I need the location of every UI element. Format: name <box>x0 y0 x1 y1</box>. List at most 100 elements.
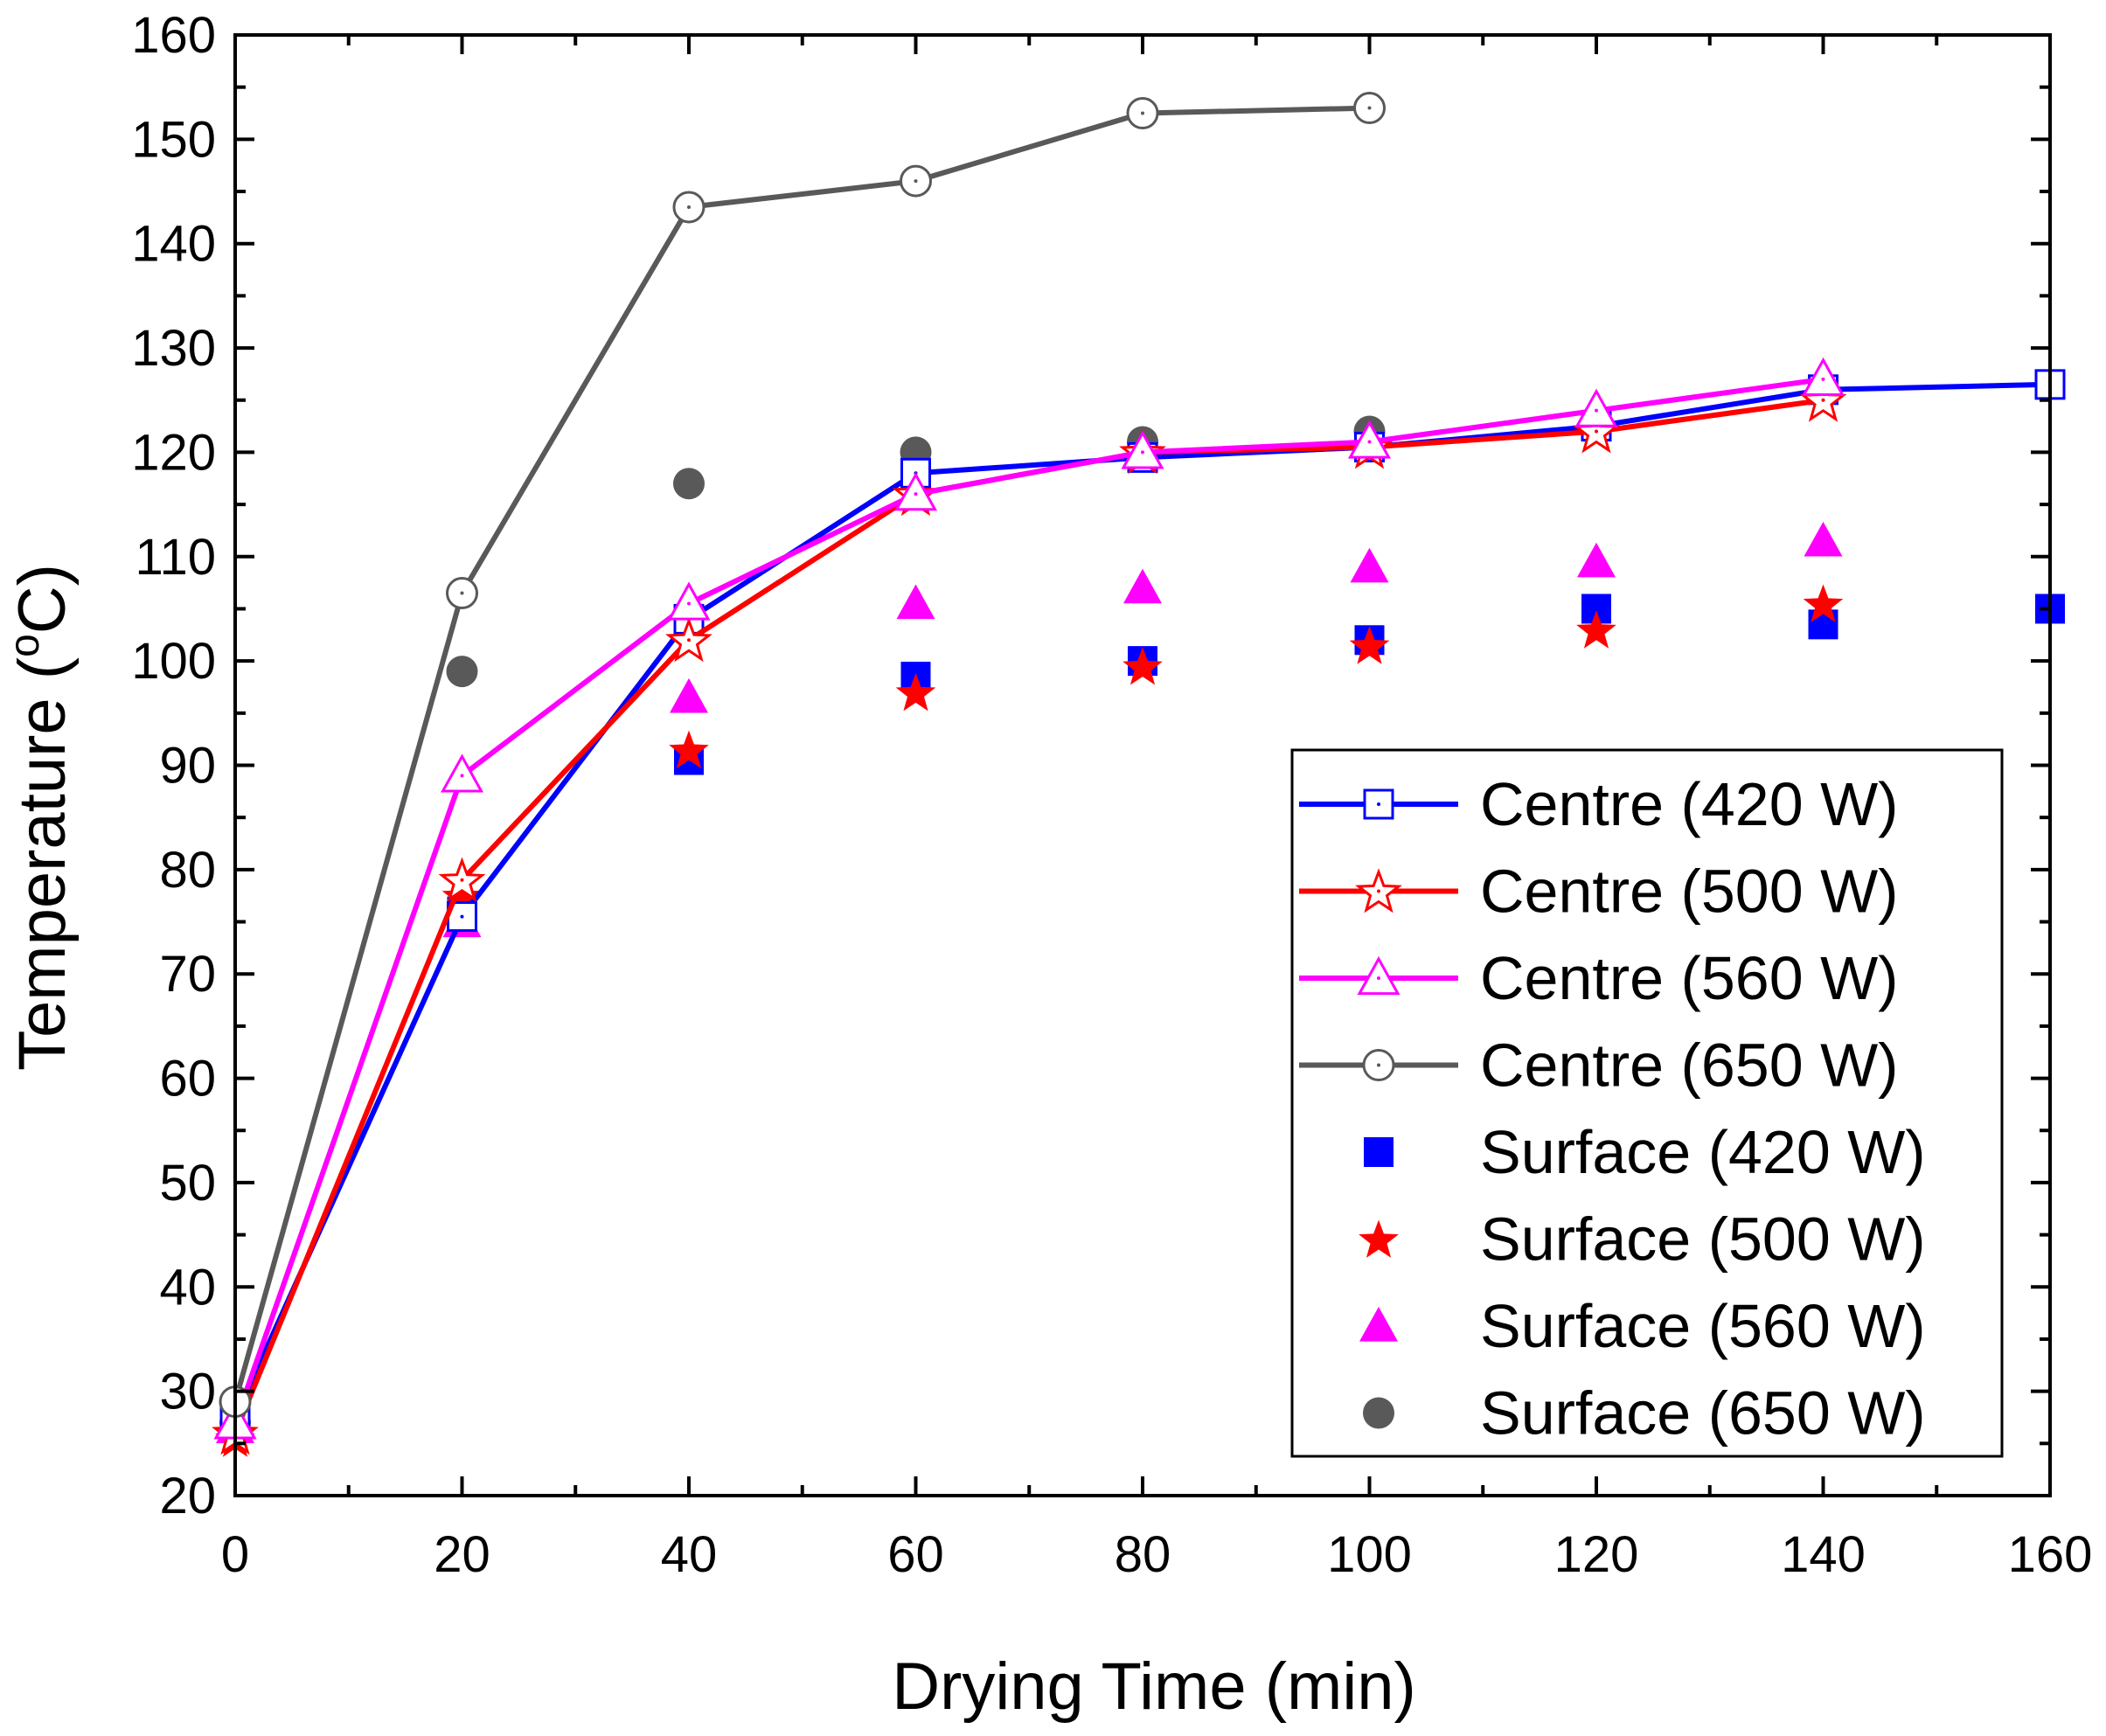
legend-item-centre-560-w: Centre (560 W) <box>1299 944 1898 1012</box>
legend-item-surface-420-w: Surface (420 W) <box>1364 1118 1926 1186</box>
y-axis-label-main: Temperature ( <box>5 657 80 1071</box>
legend-item-surface-500-w: Surface (500 W) <box>1359 1205 1926 1274</box>
y-axis-label: Temperature (oC) <box>2 564 80 1071</box>
legend-label: Surface (560 W) <box>1480 1292 1926 1360</box>
x-tick-label: 0 <box>221 1526 249 1583</box>
data-point-centre-500-w-center-dot <box>1821 398 1825 402</box>
legend-marker-center-dot <box>1377 889 1380 893</box>
axes: 0 20 40 60 80 100 120 140 1602030405060708090100… <box>131 7 2092 1583</box>
data-point-centre-560-w <box>440 753 484 793</box>
data-point-centre-650-w-center-dot <box>687 205 691 209</box>
y-tick-label: 140 <box>131 216 216 273</box>
data-point-centre-560-w <box>1801 357 1845 396</box>
data-point-surface-500-w <box>441 876 483 915</box>
y-tick-label: 110 <box>136 529 216 586</box>
legend-item-centre-650-w: Centre (650 W) <box>1299 1031 1898 1100</box>
data-point-centre-420-w-center-dot <box>460 914 464 919</box>
x-tick-label: 20 <box>434 1526 490 1583</box>
y-tick-label: 80 <box>159 842 216 899</box>
data-point-surface-560-w <box>1577 542 1616 578</box>
y-tick-label: 70 <box>159 946 216 1003</box>
data-point-centre-560-w <box>1574 388 1618 427</box>
legend-label: Centre (650 W) <box>1480 1031 1898 1100</box>
data-point-centre-500-w-center-dot <box>687 638 691 642</box>
data-point-surface-500-w <box>1349 626 1390 664</box>
legend-marker <box>1359 1219 1399 1258</box>
y-tick-label: 100 <box>131 633 216 690</box>
data-point-centre-560-w-center-dot <box>914 492 918 496</box>
legend-item-centre-500-w: Centre (500 W) <box>1299 858 1898 926</box>
legend-item-surface-560-w: Surface (560 W) <box>1359 1292 1926 1360</box>
data-point-surface-500-w <box>1123 647 1163 685</box>
series-centre-650-w <box>219 92 1386 1419</box>
data-point-centre-560-w <box>893 472 938 511</box>
series-line-centre-650-w <box>233 105 1370 1403</box>
y-tick-label: 30 <box>159 1364 216 1420</box>
series-line-centre-560-w <box>233 376 1824 1424</box>
y-axis-label-unit: C) <box>5 564 80 634</box>
x-tick-label: 160 <box>2008 1526 2093 1583</box>
legend-marker-center-dot <box>1377 1063 1380 1067</box>
legend-label: Surface (650 W) <box>1480 1379 1926 1448</box>
data-point-surface-500-w <box>895 672 936 712</box>
data-point-centre-500-w-center-dot <box>1595 429 1598 434</box>
x-tick-label: 120 <box>1554 1526 1639 1583</box>
data-point-surface-560-w <box>896 584 935 620</box>
data-point-centre-560-w-center-dot <box>1141 450 1144 455</box>
data-point-surface-500-w <box>1803 584 1844 622</box>
data-point-centre-650-w-center-dot <box>1141 111 1144 115</box>
legend: Centre (420 W) Centre (500 W) Centre (560 … <box>1290 748 2004 1458</box>
data-point-surface-500-w <box>1576 610 1616 649</box>
x-tick-label: 80 <box>1115 1526 1171 1583</box>
y-tick-label: 40 <box>159 1259 216 1316</box>
data-point-surface-560-w <box>1804 521 1843 557</box>
data-point-surface-560-w <box>1123 568 1162 604</box>
x-tick-label: 100 <box>1327 1526 1412 1583</box>
x-tick-label: 60 <box>887 1526 944 1583</box>
data-point-surface-560-w <box>1350 547 1389 583</box>
legend-label: Surface (500 W) <box>1480 1205 1926 1274</box>
data-point-centre-500-w-center-dot <box>460 878 464 882</box>
data-point-centre-560-w-center-dot <box>460 774 464 778</box>
legend-marker-center-dot <box>1377 976 1380 980</box>
data-point-centre-560-w-center-dot <box>1595 408 1598 413</box>
x-axis-label: Drying Time (min) <box>892 1649 1416 1724</box>
data-point-centre-560-w <box>667 581 711 621</box>
data-point-centre-560-w <box>1121 430 1164 469</box>
legend-label: Centre (560 W) <box>1480 944 1898 1012</box>
plot-marks <box>212 92 2066 1457</box>
data-point-centre-650-w-center-dot <box>914 179 918 184</box>
legend-marker <box>1359 1307 1398 1342</box>
data-point-surface-500-w <box>669 730 709 768</box>
data-point-centre-650-w-center-dot <box>1367 106 1372 110</box>
data-point-surface-560-w <box>670 677 708 713</box>
legend-label: Centre (420 W) <box>1480 770 1898 838</box>
y-tick-label: 60 <box>159 1051 216 1108</box>
data-point-centre-560-w <box>1347 420 1392 459</box>
y-tick-label: 150 <box>131 111 216 168</box>
y-tick-label: 90 <box>159 738 216 795</box>
legend-marker <box>1363 1397 1394 1429</box>
y-tick-label: 130 <box>131 320 216 377</box>
legend-marker-center-dot <box>1377 802 1380 806</box>
y-tick-label: 160 <box>131 7 216 64</box>
legend-marker <box>1364 1137 1394 1167</box>
y-tick-label: 20 <box>159 1468 216 1524</box>
x-tick-label: 40 <box>661 1526 718 1583</box>
y-tick-label: 50 <box>159 1155 216 1212</box>
y-axis-label-degree: o <box>2 634 48 657</box>
legend-box <box>1290 748 2004 1458</box>
legend-label: Centre (500 W) <box>1480 858 1898 926</box>
x-tick-label: 140 <box>1781 1526 1866 1583</box>
data-point-centre-650-w-center-dot <box>460 591 464 595</box>
data-point-centre-560-w-center-dot <box>1367 440 1372 444</box>
legend-marker <box>1357 955 1401 996</box>
y-tick-label: 120 <box>131 424 216 481</box>
series-centre-560-w <box>213 357 1845 1440</box>
data-point-centre-560-w-center-dot <box>687 601 691 606</box>
legend-item-surface-650-w: Surface (650 W) <box>1363 1379 1926 1448</box>
legend-item-centre-420-w: Centre (420 W) <box>1299 770 1898 838</box>
data-point-surface-650-w <box>673 468 705 500</box>
legend-label: Surface (420 W) <box>1480 1118 1926 1186</box>
